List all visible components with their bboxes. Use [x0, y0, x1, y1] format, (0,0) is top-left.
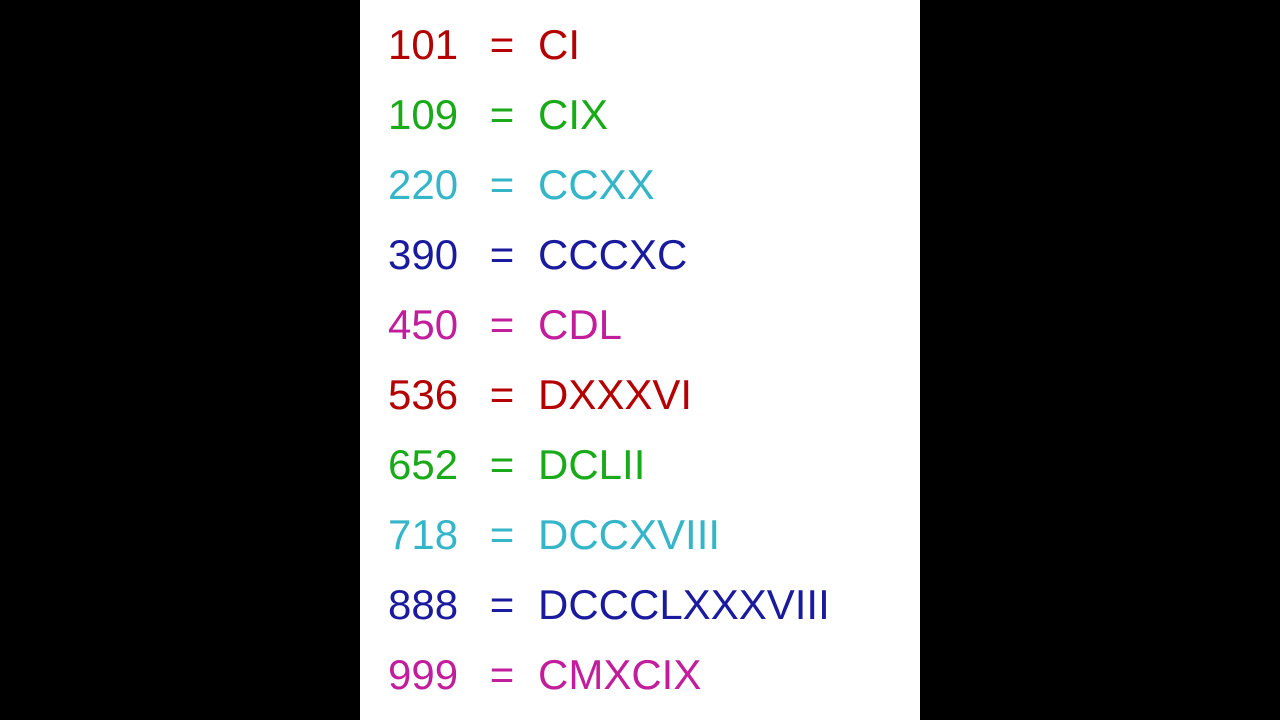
- roman-numeral-panel: 101 = CI 109 = CIX 220 = CCXX 390 = CCCX…: [360, 0, 920, 720]
- table-row: 220 = CCXX: [388, 150, 900, 220]
- roman-numeral: CMXCIX: [538, 651, 701, 699]
- roman-numeral: DXXXVI: [538, 371, 692, 419]
- equals-sign: =: [466, 21, 538, 69]
- table-row: 450 = CDL: [388, 290, 900, 360]
- table-row: 390 = CCCXC: [388, 220, 900, 290]
- arabic-number: 888: [388, 581, 466, 629]
- roman-numeral: CIX: [538, 91, 608, 139]
- equals-sign: =: [466, 441, 538, 489]
- table-row: 109 = CIX: [388, 80, 900, 150]
- arabic-number: 220: [388, 161, 466, 209]
- roman-numeral: DCLII: [538, 441, 645, 489]
- arabic-number: 450: [388, 301, 466, 349]
- equals-sign: =: [466, 91, 538, 139]
- roman-numeral: DCCXVIII: [538, 511, 720, 559]
- arabic-number: 999: [388, 651, 466, 699]
- equals-sign: =: [466, 231, 538, 279]
- table-row: 101 = CI: [388, 10, 900, 80]
- equals-sign: =: [466, 161, 538, 209]
- table-row: 718 = DCCXVIII: [388, 500, 900, 570]
- roman-numeral: CCCXC: [538, 231, 687, 279]
- equals-sign: =: [466, 371, 538, 419]
- table-row: 888 = DCCCLXXXVIII: [388, 570, 900, 640]
- arabic-number: 390: [388, 231, 466, 279]
- table-row: 536 = DXXXVI: [388, 360, 900, 430]
- arabic-number: 718: [388, 511, 466, 559]
- table-row: 652 = DCLII: [388, 430, 900, 500]
- table-row: 999 = CMXCIX: [388, 640, 900, 710]
- equals-sign: =: [466, 511, 538, 559]
- equals-sign: =: [466, 651, 538, 699]
- arabic-number: 652: [388, 441, 466, 489]
- arabic-number: 109: [388, 91, 466, 139]
- roman-numeral: CCXX: [538, 161, 655, 209]
- roman-numeral: CI: [538, 21, 580, 69]
- equals-sign: =: [466, 301, 538, 349]
- equals-sign: =: [466, 581, 538, 629]
- arabic-number: 536: [388, 371, 466, 419]
- arabic-number: 101: [388, 21, 466, 69]
- roman-numeral: DCCCLXXXVIII: [538, 581, 830, 629]
- roman-numeral: CDL: [538, 301, 622, 349]
